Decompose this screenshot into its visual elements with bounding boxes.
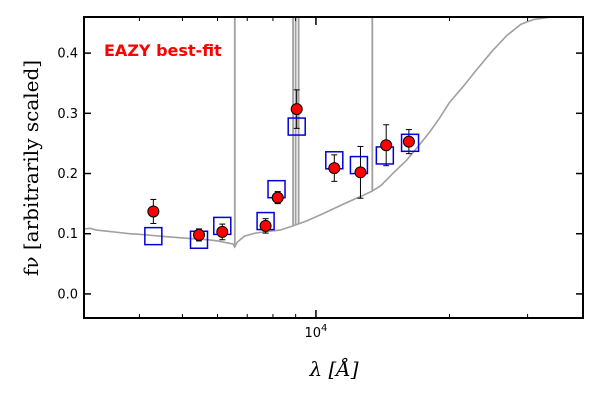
observed-photometry-markers — [147, 103, 415, 241]
y-tick-label: 0.0 — [57, 287, 78, 302]
observed-point — [402, 135, 415, 148]
x-axis-label: λ [Å] — [308, 356, 358, 381]
y-tick-label: 0.1 — [57, 227, 78, 242]
y-tick-labels: 0.0 0.1 0.2 0.3 0.4 — [57, 47, 78, 303]
annotation-label: EAZY best-fit — [104, 41, 222, 60]
model-point — [400, 133, 420, 153]
template-spectrum — [84, 17, 552, 249]
observed-point — [259, 219, 272, 232]
observed-point — [380, 139, 393, 152]
model-photometry-markers — [144, 117, 420, 249]
x-tick-label: 104 — [304, 323, 327, 341]
observed-point — [193, 228, 206, 241]
y-axis-label: fν [arbitrarily scaled] — [19, 60, 43, 276]
observed-point — [290, 103, 303, 116]
y-tick-label: 0.4 — [57, 47, 78, 62]
y-tick-label: 0.3 — [57, 107, 78, 122]
observed-point — [354, 166, 367, 179]
x-tick-labels: 104 — [304, 323, 327, 341]
observed-point — [216, 225, 229, 238]
spectrum-line — [84, 17, 552, 249]
observed-point — [328, 162, 341, 175]
observed-point — [147, 205, 160, 218]
y-tick-label: 0.2 — [57, 167, 78, 182]
observed-point — [271, 191, 284, 204]
axis-ticks — [84, 17, 583, 318]
plot-frame — [83, 16, 584, 319]
model-point — [144, 226, 163, 246]
model-point — [287, 117, 306, 136]
